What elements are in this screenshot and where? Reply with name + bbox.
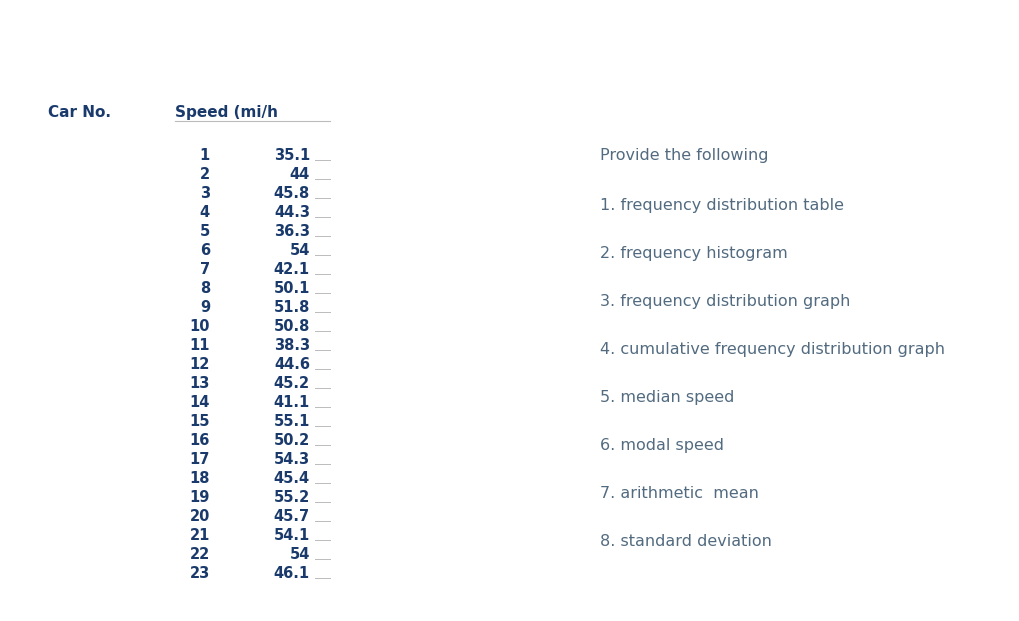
Text: 45.7: 45.7 <box>274 509 310 524</box>
Text: 2. frequency histogram: 2. frequency histogram <box>600 246 788 261</box>
Text: 22: 22 <box>190 547 210 562</box>
Text: 11: 11 <box>190 338 210 353</box>
Text: 42.1: 42.1 <box>274 262 310 277</box>
Text: 7. arithmetic  mean: 7. arithmetic mean <box>600 486 759 501</box>
Text: 51.8: 51.8 <box>274 300 310 315</box>
Text: 50.8: 50.8 <box>274 319 310 334</box>
Text: 17: 17 <box>190 452 210 467</box>
Text: 41.1: 41.1 <box>274 395 310 410</box>
Text: 6. modal speed: 6. modal speed <box>600 438 725 453</box>
Text: 50.1: 50.1 <box>274 281 310 296</box>
Text: 13: 13 <box>190 376 210 391</box>
Text: 1. frequency distribution table: 1. frequency distribution table <box>600 198 844 213</box>
Text: Car No.: Car No. <box>48 105 111 120</box>
Text: 5. median speed: 5. median speed <box>600 390 735 405</box>
Text: 1: 1 <box>200 148 210 163</box>
Text: 35.1: 35.1 <box>274 148 310 163</box>
Text: 3. frequency distribution graph: 3. frequency distribution graph <box>600 294 851 309</box>
Text: 20: 20 <box>190 509 210 524</box>
Text: 50.2: 50.2 <box>274 433 310 448</box>
Text: 4: 4 <box>200 205 210 220</box>
Text: 12: 12 <box>190 357 210 372</box>
Text: 2: 2 <box>200 167 210 182</box>
Text: 44: 44 <box>289 167 310 182</box>
Text: 10: 10 <box>190 319 210 334</box>
Text: 45.8: 45.8 <box>274 186 310 201</box>
Text: 55.1: 55.1 <box>274 414 310 429</box>
Text: 14: 14 <box>190 395 210 410</box>
Text: 45.4: 45.4 <box>274 471 310 486</box>
Text: 19: 19 <box>190 490 210 505</box>
Text: 5: 5 <box>200 224 210 239</box>
Text: 21: 21 <box>190 528 210 543</box>
Text: 54: 54 <box>289 547 310 562</box>
Text: Speed (mi/h: Speed (mi/h <box>175 105 278 120</box>
Text: 18: 18 <box>190 471 210 486</box>
Text: 6: 6 <box>200 243 210 258</box>
Text: 54.3: 54.3 <box>274 452 310 467</box>
Text: 54: 54 <box>289 243 310 258</box>
Text: 44.6: 44.6 <box>274 357 310 372</box>
Text: 55.2: 55.2 <box>274 490 310 505</box>
Text: 7: 7 <box>200 262 210 277</box>
Text: 45.2: 45.2 <box>274 376 310 391</box>
Text: 23: 23 <box>190 566 210 581</box>
Text: 16: 16 <box>190 433 210 448</box>
Text: Provide the following: Provide the following <box>600 148 768 163</box>
Text: 36.3: 36.3 <box>274 224 310 239</box>
Text: 9: 9 <box>200 300 210 315</box>
Text: 3: 3 <box>200 186 210 201</box>
Text: 46.1: 46.1 <box>274 566 310 581</box>
Text: 8. standard deviation: 8. standard deviation <box>600 534 771 549</box>
Text: 4. cumulative frequency distribution graph: 4. cumulative frequency distribution gra… <box>600 342 945 357</box>
Text: 8: 8 <box>200 281 210 296</box>
Text: 44.3: 44.3 <box>274 205 310 220</box>
Text: 15: 15 <box>190 414 210 429</box>
Text: 54.1: 54.1 <box>274 528 310 543</box>
Text: 38.3: 38.3 <box>274 338 310 353</box>
